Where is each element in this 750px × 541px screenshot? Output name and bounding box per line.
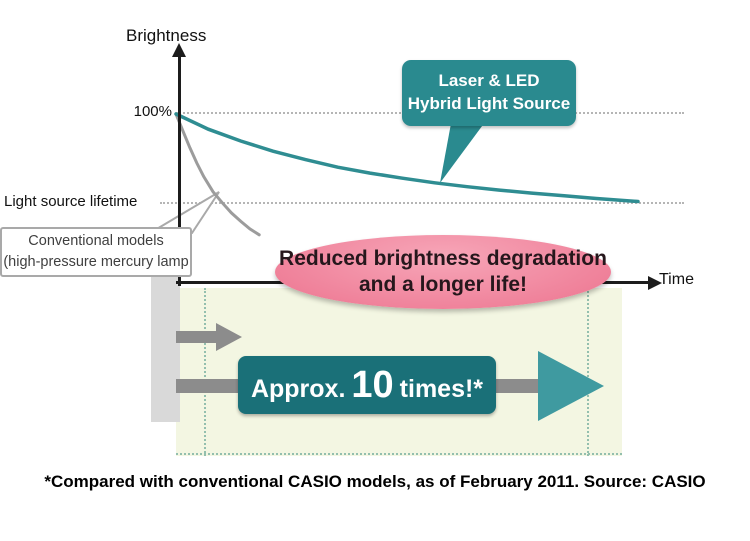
hybrid-curve xyxy=(174,112,640,204)
conventional-callout-line2: (high-pressure mercury lamp xyxy=(3,254,189,270)
conventional-lifetime-tickline xyxy=(204,288,206,456)
benefit-line1: Reduced brightness degradation xyxy=(279,246,607,270)
times-suffix: times!* xyxy=(399,375,484,403)
y-axis-arrow-icon xyxy=(172,43,186,57)
footnote: *Compared with conventional CASIO models… xyxy=(44,472,706,491)
y-100-percent-label: 100% xyxy=(133,103,172,120)
lifetime-comparison-arrow-icon xyxy=(538,351,604,421)
conventional-callout-line1: Conventional models xyxy=(28,232,164,249)
conventional-shadow-column xyxy=(151,272,180,422)
conventional-curve xyxy=(174,112,261,237)
gridline-light-source-lifetime xyxy=(160,202,684,204)
hybrid-light-source-callout: Laser & LED Hybrid Light Source xyxy=(402,60,576,126)
y-axis-label: Brightness xyxy=(126,26,207,45)
approx-10-times-badge: Approx. 10 times!* xyxy=(238,356,496,414)
conventional-lifetime-arrow-icon xyxy=(216,323,242,351)
times-number: 10 xyxy=(351,364,394,406)
x-axis-label: Time xyxy=(659,271,694,288)
light-source-lifetime-label: Light source lifetime xyxy=(4,193,138,210)
conventional-models-callout: Conventional models (high-pressure mercu… xyxy=(0,227,192,277)
hybrid-callout-line2: Hybrid Light Source xyxy=(407,94,571,113)
conventional-lifetime-arrow-shaft xyxy=(176,331,216,343)
approx-label: Approx. xyxy=(250,375,346,403)
region-bottom-dotted-line xyxy=(176,453,622,455)
benefit-annotation-ellipse: Reduced brightness degradation and a lon… xyxy=(275,235,611,309)
x-axis-arrow-icon xyxy=(648,276,662,290)
benefit-line2: and a longer life! xyxy=(358,273,528,296)
hybrid-callout-line1: Laser & LED xyxy=(438,71,540,91)
hybrid-callout-tail xyxy=(440,118,488,183)
